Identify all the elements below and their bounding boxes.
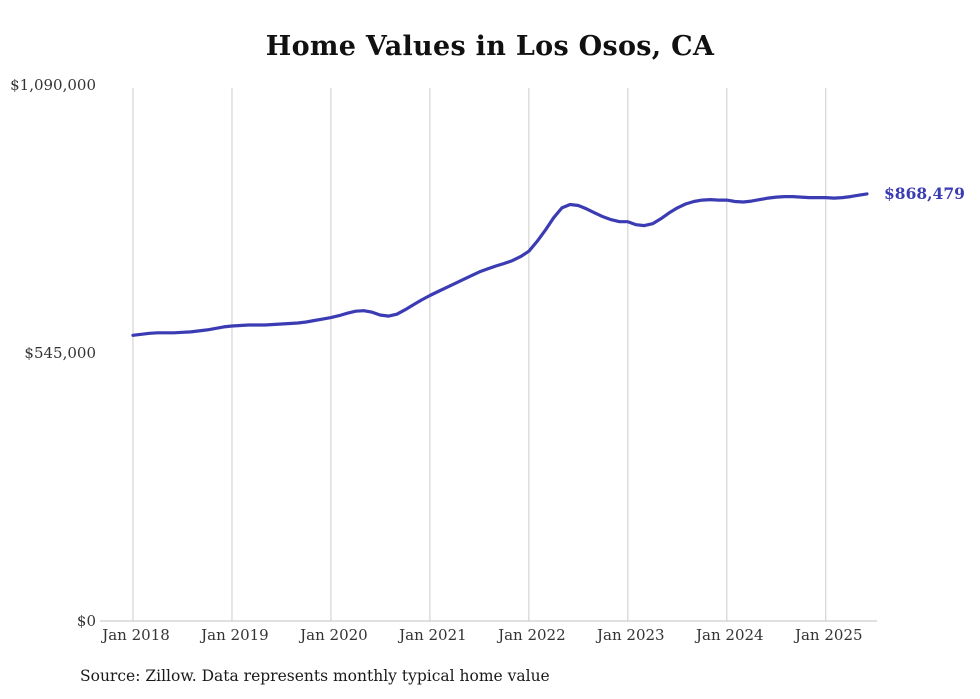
end-value-label: $868,479 <box>884 183 965 203</box>
x-tick-label: Jan 2021 <box>397 626 467 644</box>
x-tick-label: Jan 2020 <box>298 626 368 644</box>
y-tick-label: $1,090,000 <box>10 76 96 94</box>
source-note: Source: Zillow. Data represents monthly … <box>80 667 550 685</box>
chart-title: Home Values in Los Osos, CA <box>265 31 715 62</box>
y-tick-label: $545,000 <box>24 344 96 362</box>
x-tick-label: Jan 2024 <box>694 626 764 644</box>
series-line <box>131 192 869 337</box>
x-tick-label: Jan 2022 <box>496 626 566 644</box>
y-tick-label: $0 <box>77 612 96 630</box>
x-tick-label: Jan 2023 <box>595 626 665 644</box>
x-tick-label: Jan 2018 <box>100 626 170 644</box>
x-tick-label: Jan 2019 <box>199 626 269 644</box>
x-tick-label: Jan 2025 <box>793 626 863 644</box>
